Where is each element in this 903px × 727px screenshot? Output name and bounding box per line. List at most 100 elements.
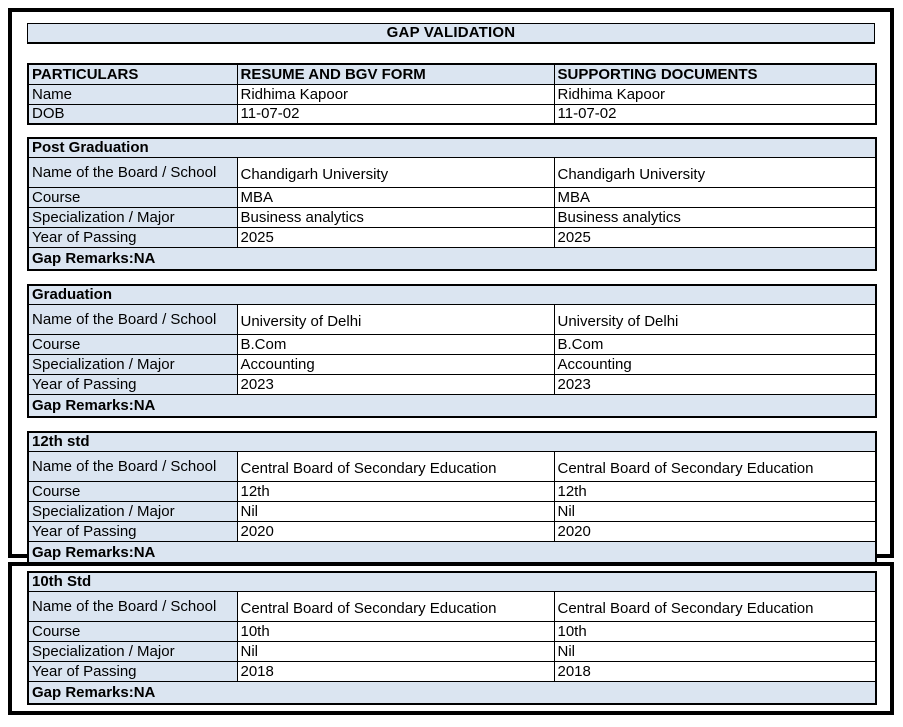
row-label: Name of the Board / School xyxy=(27,303,238,335)
table-row-dob: DOB 11-07-02 11-07-02 xyxy=(27,103,877,125)
row-label: Year of Passing xyxy=(27,226,238,248)
supporting-value: B.Com xyxy=(553,333,877,355)
table-row: Name of the Board / School University of… xyxy=(27,303,877,335)
gap-remarks-row: Gap Remarks:NA xyxy=(27,680,877,705)
gap-remarks: Gap Remarks:NA xyxy=(27,393,877,418)
table-row: Year of Passing 2020 2020 xyxy=(27,520,877,542)
table-row: Specialization / Major Accounting Accoun… xyxy=(27,353,877,375)
row-label: Year of Passing xyxy=(27,520,238,542)
row-label: Year of Passing xyxy=(27,660,238,682)
resume-value: 12th xyxy=(236,480,555,502)
supporting-value: Central Board of Secondary Education xyxy=(553,450,877,482)
section-header-row: Post Graduation xyxy=(27,137,877,158)
resume-value: Nil xyxy=(236,500,555,522)
resume-value: Accounting xyxy=(236,353,555,375)
gap-remarks: Gap Remarks:NA xyxy=(27,540,877,565)
supporting-value: Ridhima Kapoor xyxy=(553,83,877,105)
row-label: Specialization / Major xyxy=(27,640,238,662)
resume-value: Central Board of Secondary Education xyxy=(236,590,555,622)
supporting-value: 10th xyxy=(553,620,877,642)
table-row: Specialization / Major Business analytic… xyxy=(27,206,877,228)
table-row: Year of Passing 2018 2018 xyxy=(27,660,877,682)
table-row: Year of Passing 2025 2025 xyxy=(27,226,877,248)
supporting-value: University of Delhi xyxy=(553,303,877,335)
column-header-supporting: SUPPORTING DOCUMENTS xyxy=(553,63,877,85)
resume-value: 2023 xyxy=(236,373,555,395)
table-row: Specialization / Major Nil Nil xyxy=(27,640,877,662)
supporting-value: 2023 xyxy=(553,373,877,395)
supporting-value: 12th xyxy=(553,480,877,502)
section-header-row: 10th Std xyxy=(27,571,877,592)
resume-value: Chandigarh University xyxy=(236,156,555,188)
supporting-value: MBA xyxy=(553,186,877,208)
particulars-table: PARTICULARS RESUME AND BGV FORM SUPPORTI… xyxy=(27,63,877,125)
resume-value: Ridhima Kapoor xyxy=(236,83,555,105)
row-label: Course xyxy=(27,620,238,642)
column-header-resume: RESUME AND BGV FORM xyxy=(236,63,555,85)
gap-remarks: Gap Remarks:NA xyxy=(27,680,877,705)
supporting-value: Chandigarh University xyxy=(553,156,877,188)
supporting-value: 2018 xyxy=(553,660,877,682)
section-title: 10th Std xyxy=(27,571,877,592)
supporting-value: 2025 xyxy=(553,226,877,248)
table-row: Year of Passing 2023 2023 xyxy=(27,373,877,395)
resume-value: University of Delhi xyxy=(236,303,555,335)
column-header-row: PARTICULARS RESUME AND BGV FORM SUPPORTI… xyxy=(27,63,877,85)
resume-value: 10th xyxy=(236,620,555,642)
row-label: Specialization / Major xyxy=(27,206,238,228)
table-row-name: Name Ridhima Kapoor Ridhima Kapoor xyxy=(27,83,877,105)
row-label: DOB xyxy=(27,103,238,125)
supporting-value: Nil xyxy=(553,640,877,662)
upper-document-box: GAP VALIDATION PARTICULARS RESUME AND BG… xyxy=(8,8,894,565)
resume-value: MBA xyxy=(236,186,555,208)
section-title: Post Graduation xyxy=(27,137,877,158)
resume-value: Business analytics xyxy=(236,206,555,228)
resume-value: B.Com xyxy=(236,333,555,355)
table-row: Name of the Board / School Chandigarh Un… xyxy=(27,156,877,188)
row-label: Name of the Board / School xyxy=(27,156,238,188)
lower-document-box: 10th Std Name of the Board / School Cent… xyxy=(8,562,894,715)
supporting-value: 2020 xyxy=(553,520,877,542)
section-table-12th-std: 12th std Name of the Board / School Cent… xyxy=(27,431,878,565)
row-label: Name of the Board / School xyxy=(27,450,238,482)
gap-remarks-row: Gap Remarks:NA xyxy=(27,393,877,418)
table-row: Course 12th 12th xyxy=(27,480,877,502)
section-table-graduation: Graduation Name of the Board / School Un… xyxy=(27,284,878,418)
resume-value: 2025 xyxy=(236,226,555,248)
table-row: Course 10th 10th xyxy=(27,620,877,642)
section-table-10th-std: 10th Std Name of the Board / School Cent… xyxy=(27,571,877,705)
row-label: Course xyxy=(27,480,238,502)
column-header-particulars: PARTICULARS xyxy=(27,63,238,85)
section-header-row: 12th std xyxy=(27,431,877,452)
gap-remarks-row: Gap Remarks:NA xyxy=(27,540,877,565)
resume-value: 11-07-02 xyxy=(236,103,555,125)
gap-remarks: Gap Remarks:NA xyxy=(27,246,877,271)
section-title: 12th std xyxy=(27,431,877,452)
table-row: Name of the Board / School Central Board… xyxy=(27,450,877,482)
supporting-value: Business analytics xyxy=(553,206,877,228)
row-label: Specialization / Major xyxy=(27,353,238,375)
row-label: Name of the Board / School xyxy=(27,590,238,622)
section-header-row: Graduation xyxy=(27,284,877,305)
row-label: Specialization / Major xyxy=(27,500,238,522)
row-label: Year of Passing xyxy=(27,373,238,395)
supporting-value: Nil xyxy=(553,500,877,522)
supporting-value: Central Board of Secondary Education xyxy=(553,590,877,622)
supporting-value: Accounting xyxy=(553,353,877,375)
row-label: Course xyxy=(27,333,238,355)
gap-remarks-row: Gap Remarks:NA xyxy=(27,246,877,271)
page-title: GAP VALIDATION xyxy=(386,24,516,41)
resume-value: 2020 xyxy=(236,520,555,542)
section-title: Graduation xyxy=(27,284,877,305)
table-row: Course MBA MBA xyxy=(27,186,877,208)
table-row: Name of the Board / School Central Board… xyxy=(27,590,877,622)
row-label: Name xyxy=(27,83,238,105)
table-row: Course B.Com B.Com xyxy=(27,333,877,355)
supporting-value: 11-07-02 xyxy=(553,103,877,125)
document-title-bar: GAP VALIDATION xyxy=(27,23,875,44)
resume-value: Nil xyxy=(236,640,555,662)
table-row: Specialization / Major Nil Nil xyxy=(27,500,877,522)
section-table-post-graduation: Post Graduation Name of the Board / Scho… xyxy=(27,137,878,271)
resume-value: Central Board of Secondary Education xyxy=(236,450,555,482)
